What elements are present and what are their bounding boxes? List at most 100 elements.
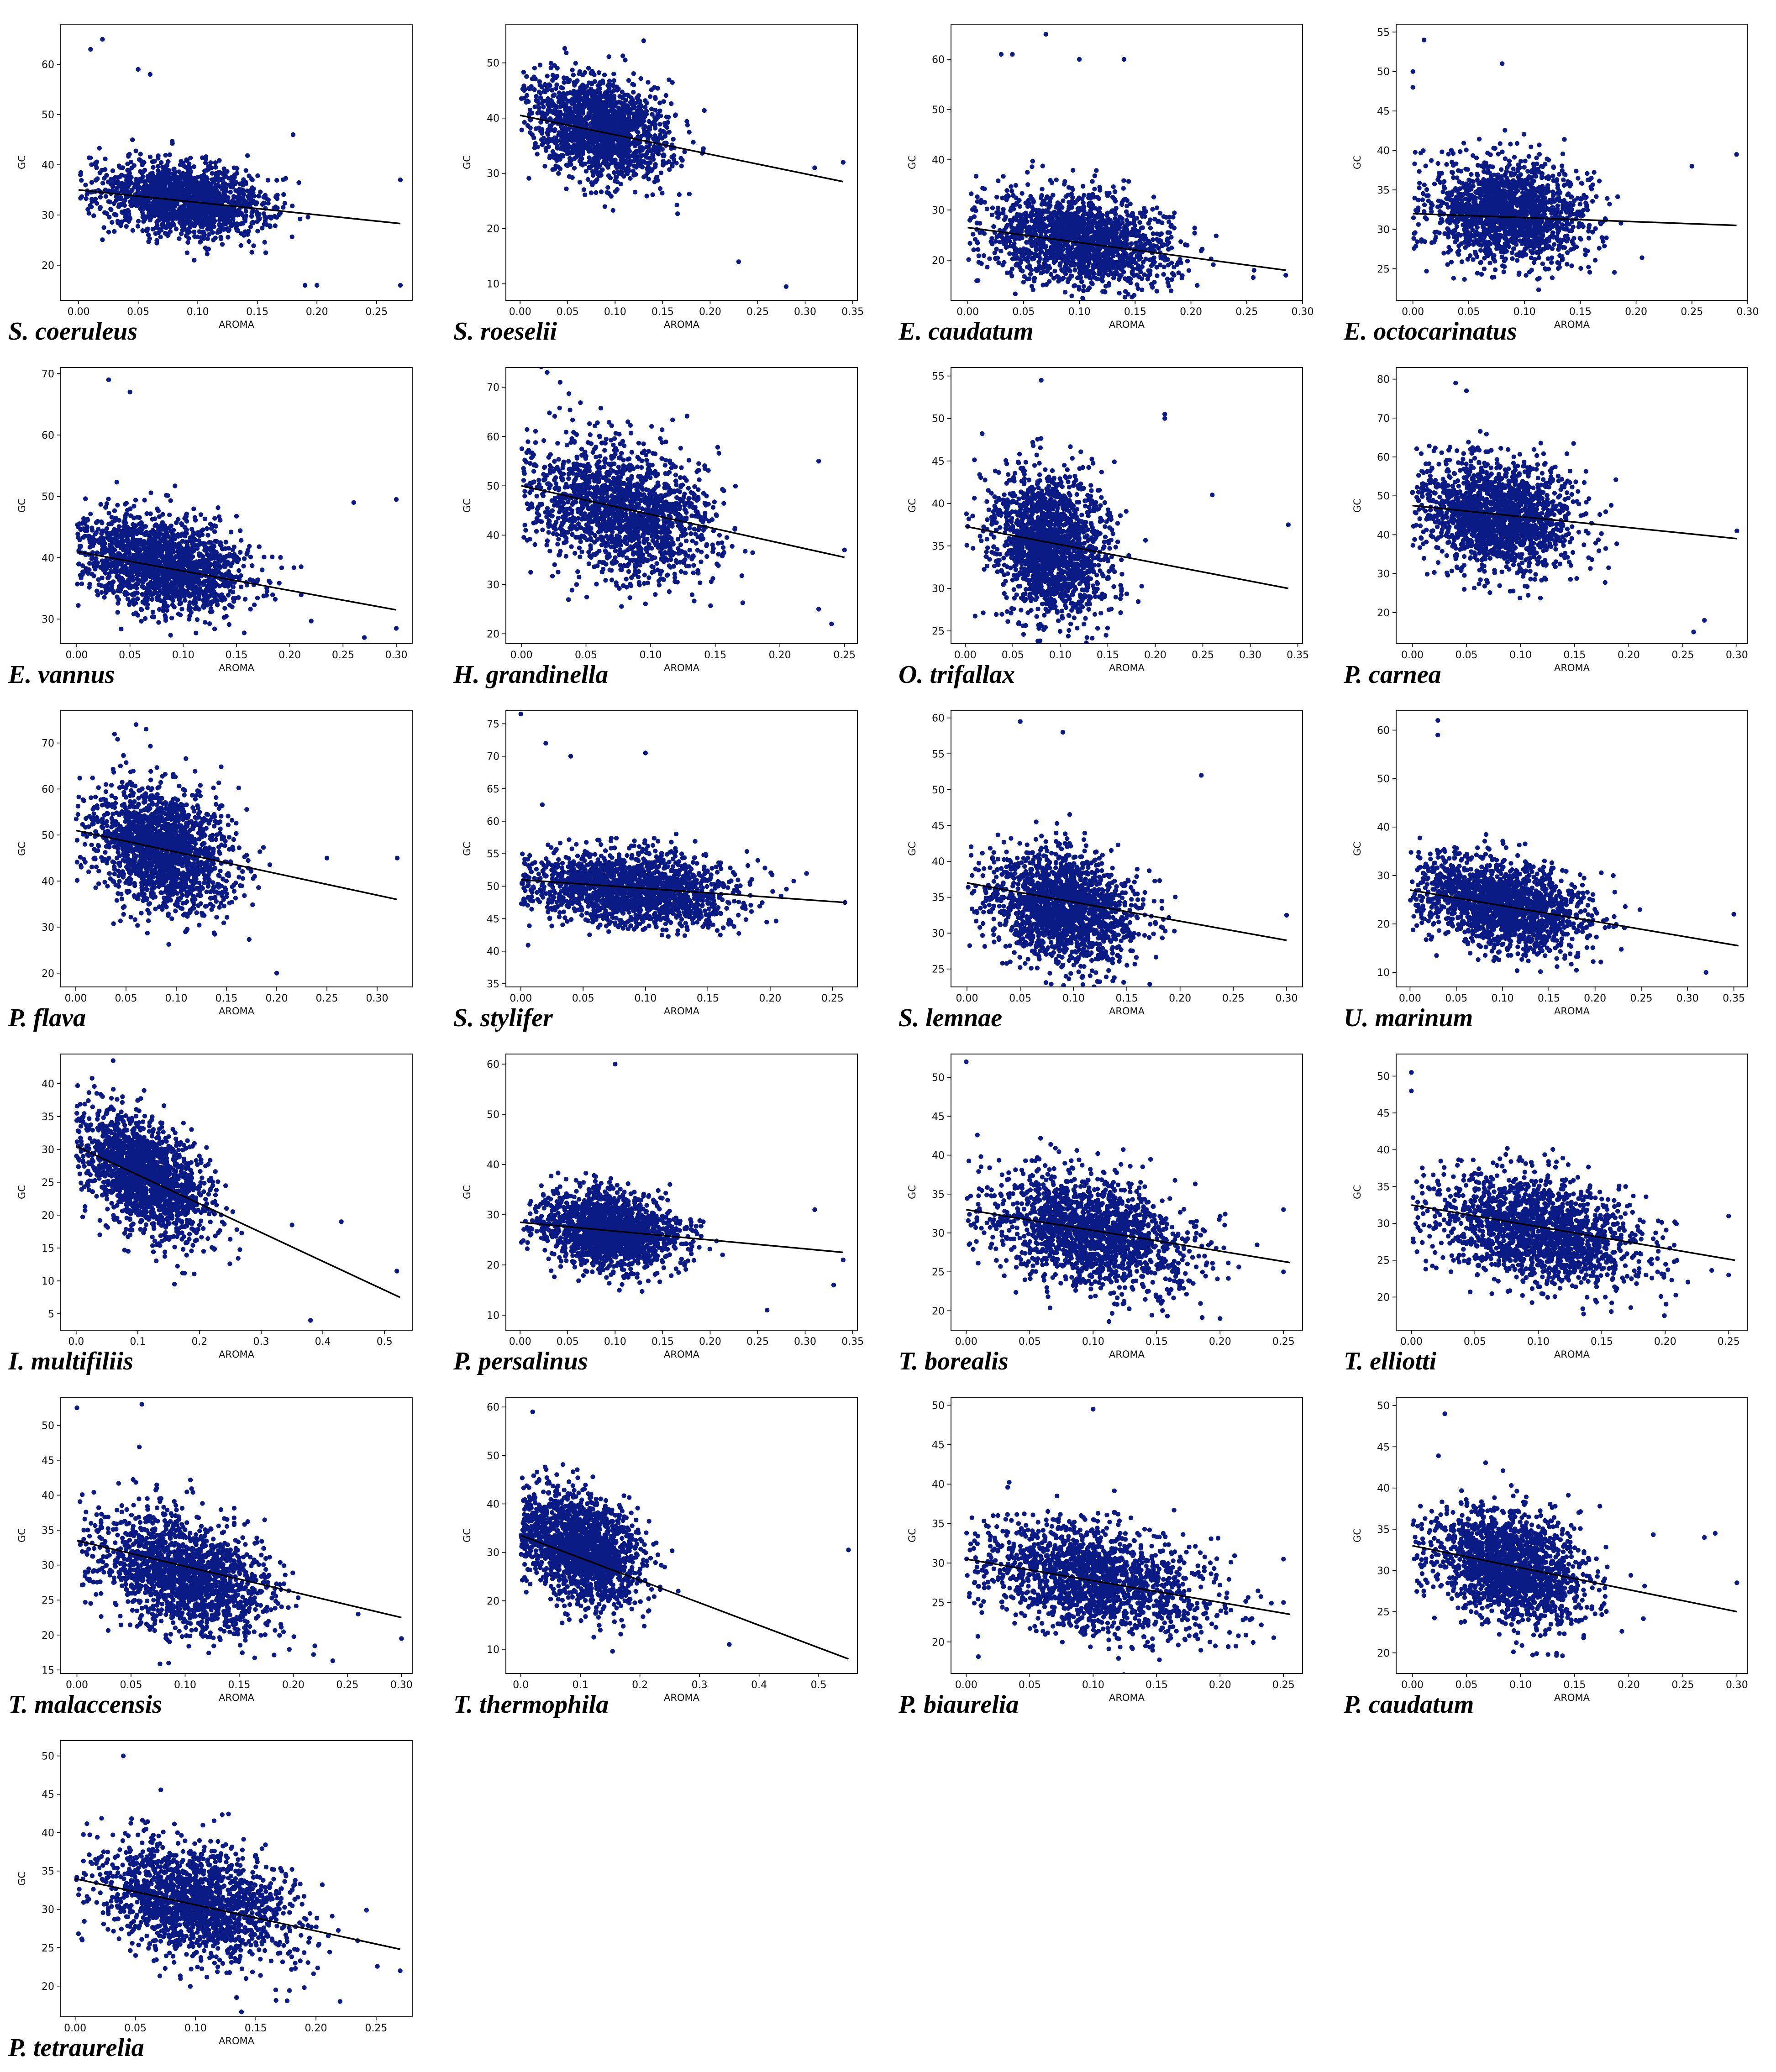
data-point — [1105, 210, 1110, 215]
data-point — [1045, 202, 1050, 207]
data-point — [207, 196, 212, 201]
data-point — [197, 194, 202, 199]
data-point — [224, 208, 229, 213]
data-point — [255, 219, 260, 224]
data-point — [101, 225, 106, 230]
data-point — [177, 236, 182, 241]
data-point — [638, 76, 643, 81]
data-point — [140, 228, 145, 233]
data-point — [597, 147, 603, 152]
data-point — [593, 110, 598, 115]
data-point — [1040, 208, 1046, 213]
x-tick-label: 0.25 — [746, 306, 769, 318]
data-point — [575, 152, 580, 157]
data-point — [600, 152, 605, 158]
data-point — [1077, 195, 1082, 200]
data-point — [628, 176, 633, 181]
data-point — [185, 240, 190, 245]
data-point — [646, 155, 652, 161]
data-point — [1158, 262, 1163, 268]
data-point — [611, 78, 616, 83]
data-point — [521, 70, 526, 75]
data-point — [234, 195, 239, 200]
data-point — [589, 180, 594, 185]
data-point — [1115, 305, 1120, 309]
data-point — [581, 139, 587, 144]
data-point — [1100, 227, 1105, 232]
data-point — [156, 153, 161, 158]
data-point — [1004, 244, 1010, 249]
data-point — [129, 165, 134, 170]
data-point — [109, 177, 114, 182]
data-point — [178, 162, 183, 168]
data-point — [981, 253, 987, 258]
data-point — [1013, 183, 1018, 188]
data-point — [103, 187, 108, 193]
data-point — [115, 185, 120, 190]
data-point — [1164, 215, 1169, 220]
data-point — [127, 181, 132, 186]
data-point — [552, 63, 557, 68]
data-point — [239, 211, 244, 216]
data-point — [989, 212, 995, 217]
data-point — [211, 185, 216, 190]
data-point — [533, 143, 538, 148]
data-point — [685, 122, 690, 128]
data-point — [978, 200, 983, 205]
data-point — [248, 198, 253, 203]
data-point — [235, 221, 240, 226]
data-point — [976, 253, 981, 258]
data-point — [538, 129, 543, 134]
data-point — [196, 206, 201, 211]
data-point — [1012, 241, 1017, 246]
data-point — [606, 145, 611, 150]
data-point — [1117, 223, 1122, 228]
data-point — [1135, 286, 1140, 291]
data-point — [181, 171, 186, 176]
data-point — [643, 124, 648, 129]
data-point — [588, 135, 594, 140]
data-point — [588, 131, 593, 136]
data-point — [203, 187, 208, 192]
data-point — [157, 215, 163, 220]
data-point — [1030, 158, 1035, 164]
data-point — [599, 143, 605, 148]
data-point — [1021, 279, 1026, 285]
plot-frame — [60, 24, 413, 301]
data-point — [1030, 164, 1035, 169]
data-point — [527, 86, 532, 92]
data-point — [605, 83, 610, 88]
data-point — [1022, 274, 1027, 279]
y-tick-label: 20 — [42, 260, 54, 272]
data-point — [218, 224, 223, 229]
data-point — [996, 178, 1001, 184]
data-point — [1113, 199, 1118, 204]
data-point — [199, 174, 204, 179]
data-point — [148, 185, 153, 190]
data-point — [1154, 205, 1160, 210]
data-point — [1013, 246, 1018, 251]
data-point — [1143, 236, 1149, 241]
data-point — [565, 163, 570, 168]
data-point — [216, 178, 221, 183]
data-point — [271, 205, 277, 211]
data-point — [568, 113, 573, 118]
data-point — [176, 209, 181, 214]
data-point — [660, 190, 665, 196]
data-point — [1072, 233, 1077, 238]
data-point — [603, 112, 608, 118]
data-point — [652, 85, 657, 90]
data-point — [1136, 263, 1141, 268]
data-point — [582, 192, 588, 197]
data-point — [213, 176, 218, 181]
data-point — [221, 195, 226, 200]
data-point — [166, 168, 171, 173]
data-point — [974, 278, 979, 283]
data-point — [644, 109, 649, 114]
data-point — [577, 116, 582, 121]
data-point — [221, 166, 226, 171]
data-point — [995, 205, 1001, 210]
data-point — [667, 130, 672, 135]
data-point — [1158, 238, 1163, 243]
data-point — [1139, 276, 1145, 281]
